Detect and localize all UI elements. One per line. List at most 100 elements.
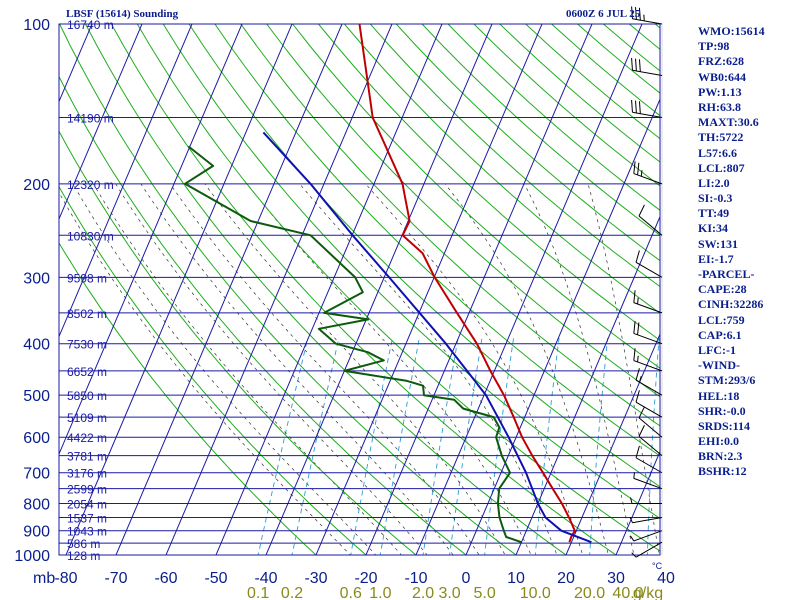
index-item: BSHR:12 xyxy=(698,464,747,479)
mixing-ratio-label: 0.2 xyxy=(281,585,303,600)
index-item: HEL:18 xyxy=(698,388,740,403)
wind-barb-shaft xyxy=(638,435,663,457)
index-item: SI:-0.3 xyxy=(698,191,733,206)
index-item: CAPE:28 xyxy=(698,282,747,297)
y-axis-label: mb xyxy=(33,570,55,587)
isotherm xyxy=(215,24,443,555)
pressure-tick-label: 400 xyxy=(23,337,50,354)
wind-barb-half-flag xyxy=(637,297,639,305)
mixing-ratio-label: 2.0 xyxy=(412,585,434,600)
wind-barb xyxy=(631,57,663,76)
wind-barb-half-flag xyxy=(639,376,642,383)
mixing-ratio-label: 3.0 xyxy=(438,585,460,600)
sounding-indices: WMO:15614 TP:98 FRZ:628 WB0:644 PW:1.13 RH:63… xyxy=(698,24,798,480)
index-item: TH:5722 xyxy=(698,130,744,145)
wind-barb xyxy=(638,204,663,236)
height-label: 10830 m xyxy=(67,229,114,243)
wind-barb xyxy=(629,530,663,542)
wind-barb-half-flag xyxy=(633,472,635,479)
x-axis-unit-label: °C xyxy=(652,561,663,571)
dry-adiabat xyxy=(110,24,617,555)
wind-barb-shaft xyxy=(632,111,663,118)
wind-barb-half-flag xyxy=(629,516,633,523)
wind-barb-flag xyxy=(638,59,641,72)
dry-adiabat xyxy=(162,24,660,520)
isotherm xyxy=(265,24,493,555)
wind-barb-shaft xyxy=(632,517,663,524)
height-label: 5850 m xyxy=(67,389,107,403)
height-label: 1537 m xyxy=(67,512,107,526)
isotherm xyxy=(165,24,393,555)
temperature-tick-label: -20 xyxy=(354,570,377,587)
isotherm xyxy=(315,24,543,555)
temperature-tick-label: -30 xyxy=(304,570,327,587)
temperature-tick-label: -70 xyxy=(104,570,127,587)
height-label: 16740 m xyxy=(67,18,114,32)
temperature-tick-label: -80 xyxy=(54,570,77,587)
isotherm xyxy=(615,450,660,555)
index-item: LCL:807 xyxy=(698,160,745,175)
pressure-tick-label: 900 xyxy=(23,524,50,541)
height-label: 7530 m xyxy=(67,338,107,352)
moist-adiabat xyxy=(523,183,635,555)
wind-barb-shaft xyxy=(633,360,663,372)
height-label: 2054 m xyxy=(67,498,107,512)
wind-barb-flag xyxy=(638,425,645,437)
index-item: CAP:6.1 xyxy=(698,327,742,342)
isotherm xyxy=(115,24,343,555)
dry-adiabat xyxy=(266,24,660,398)
isotherm xyxy=(515,215,660,555)
pressure-tick-label: 100 xyxy=(23,17,50,34)
dry-adiabat xyxy=(59,242,317,555)
mixing-ratio-label: 0.6 xyxy=(340,585,362,600)
moist-adiabat xyxy=(140,183,454,555)
isotherm xyxy=(59,24,193,338)
wind-barb-flag xyxy=(633,290,636,303)
wind-barb-flag xyxy=(631,57,633,71)
dry-adiabat xyxy=(188,24,660,488)
wind-barb-flag xyxy=(631,6,633,19)
isotherm xyxy=(415,24,643,555)
wind-barb xyxy=(635,390,663,418)
wind-barb xyxy=(631,541,663,558)
index-item: BRN:2.3 xyxy=(698,449,743,464)
wind-barb-shaft xyxy=(635,541,663,558)
dry-adiabat xyxy=(59,24,517,555)
height-label: 6652 m xyxy=(67,365,107,379)
pressure-tick-label: 300 xyxy=(23,270,50,287)
index-item: -WIND- xyxy=(698,358,740,373)
index-item: STM:293/6 xyxy=(698,373,756,388)
height-label: 8502 m xyxy=(67,307,107,321)
wind-barb-flag xyxy=(637,162,640,176)
wind-barb-flag xyxy=(635,368,640,381)
height-label: 2599 m xyxy=(67,483,107,497)
height-label: 1043 m xyxy=(67,525,107,539)
isotherm xyxy=(365,24,593,555)
wind-barb-flag xyxy=(638,7,641,21)
moist-adiabat xyxy=(246,183,532,555)
index-item: MAXT:30.6 xyxy=(698,115,759,130)
wind-barb xyxy=(638,425,663,457)
wind-barb-flag xyxy=(635,7,637,20)
height-label: 4422 m xyxy=(67,431,107,445)
index-item: SRDS:114 xyxy=(698,418,751,433)
wind-barb-flag xyxy=(638,101,641,114)
height-label: 12320 m xyxy=(67,178,114,192)
mixing-ratio-label: 40.0 xyxy=(612,585,643,600)
pressure-tick-label: 800 xyxy=(23,497,50,514)
height-label: 3176 m xyxy=(67,467,107,481)
chart-title: LBSF (15614) Sounding xyxy=(66,8,179,20)
index-item: WB0:644 xyxy=(698,69,746,84)
height-label: 9598 m xyxy=(67,271,107,285)
wind-barb-shaft xyxy=(632,18,663,25)
wind-barb-shaft xyxy=(635,401,663,418)
dry-adiabat xyxy=(240,24,660,427)
wind-barb-half-flag xyxy=(629,535,635,542)
moist-adiabat xyxy=(204,183,506,555)
index-item: EI:-1.7 xyxy=(698,251,734,266)
pressure-tick-label: 700 xyxy=(23,466,50,483)
isotherms xyxy=(59,24,660,555)
temperature-tick-label: 30 xyxy=(607,570,625,587)
